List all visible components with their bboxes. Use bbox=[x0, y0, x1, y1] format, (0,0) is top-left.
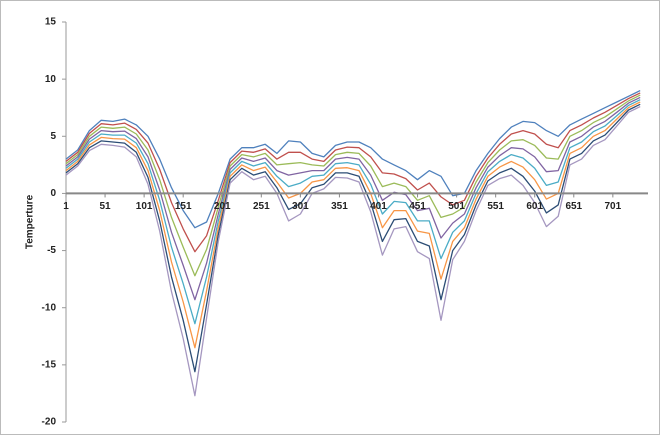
series-line bbox=[65, 99, 641, 325]
y-tick-label: -10 bbox=[42, 302, 57, 313]
series-line bbox=[65, 90, 641, 229]
x-tick-label: 701 bbox=[605, 201, 622, 212]
series-line bbox=[65, 103, 641, 373]
x-tick-label: 1 bbox=[63, 201, 69, 212]
y-tick-label: 5 bbox=[50, 131, 56, 142]
x-tick-label: 301 bbox=[292, 201, 309, 212]
x-tick-label: 251 bbox=[253, 201, 270, 212]
series-line bbox=[65, 106, 641, 397]
y-tick-label: -15 bbox=[42, 359, 57, 370]
y-tick-label: 0 bbox=[50, 188, 56, 199]
y-tick-label: 15 bbox=[45, 17, 57, 28]
y-tick-label: -20 bbox=[42, 417, 57, 428]
y-tick-label: 10 bbox=[45, 74, 57, 85]
x-tick-label: 651 bbox=[565, 201, 582, 212]
x-tick-label: 351 bbox=[331, 201, 348, 212]
x-tick-label: 401 bbox=[370, 201, 387, 212]
x-tick-label: 501 bbox=[448, 201, 465, 212]
y-tick-label: -5 bbox=[47, 245, 56, 256]
series-line bbox=[65, 96, 641, 301]
x-tick-label: 201 bbox=[214, 201, 231, 212]
x-tick-label: 51 bbox=[99, 201, 111, 212]
x-tick-label: 451 bbox=[409, 201, 426, 212]
series-line bbox=[65, 92, 641, 253]
x-tick-label: 151 bbox=[175, 201, 192, 212]
x-tick-label: 551 bbox=[487, 201, 504, 212]
x-tick-label: 101 bbox=[136, 201, 153, 212]
series-line bbox=[65, 101, 641, 349]
x-tick-label: 601 bbox=[526, 201, 543, 212]
series-line bbox=[65, 94, 641, 277]
y-axis-label: Temperture bbox=[25, 194, 36, 249]
